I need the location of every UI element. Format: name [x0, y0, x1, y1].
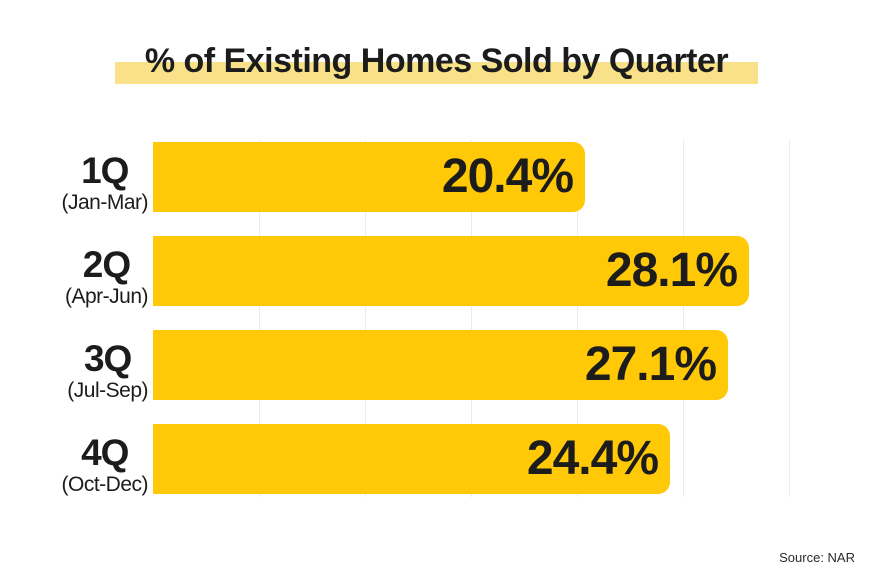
bar-value-label: 28.1%: [605, 244, 738, 297]
bar-value-label: 20.4%: [441, 150, 574, 203]
category-name: 3Q: [83, 338, 132, 379]
gridline: [471, 140, 472, 497]
gridline: [789, 140, 790, 497]
bar: 24.4%: [153, 424, 670, 494]
bar: 27.1%: [153, 330, 728, 400]
category-name: 4Q: [81, 432, 129, 473]
category-name: 2Q: [82, 244, 131, 285]
category-sublabel: (Jul-Sep): [67, 379, 148, 402]
category-sublabel: (Oct-Dec): [61, 473, 149, 496]
source-note: Source: NAR: [779, 550, 855, 565]
category-label: 1Q (Jan-Mar): [61, 152, 148, 215]
gridline: [365, 140, 366, 497]
category-name: 1Q: [81, 150, 129, 191]
title-highlight: [115, 62, 758, 84]
gridline: [577, 140, 578, 497]
category-sublabel: (Apr-Jun): [64, 285, 149, 308]
category-label: 4Q (Oct-Dec): [62, 434, 149, 497]
bar: 20.4%: [153, 142, 585, 212]
title-block: % of Existing Homes Sold by Quarter: [115, 38, 758, 88]
bar-value-label: 27.1%: [584, 338, 717, 391]
category-label: 2Q (Apr-Jun): [64, 244, 149, 309]
category-label: 3Q (Jul-Sep): [67, 340, 148, 403]
bar-value-label: 24.4%: [526, 432, 659, 485]
gridline: [683, 140, 684, 497]
category-sublabel: (Jan-Mar): [61, 191, 148, 214]
chart-title: % of Existing Homes Sold by Quarter: [144, 42, 729, 80]
gridline: [259, 140, 260, 497]
bar: 28.1%: [153, 236, 749, 306]
